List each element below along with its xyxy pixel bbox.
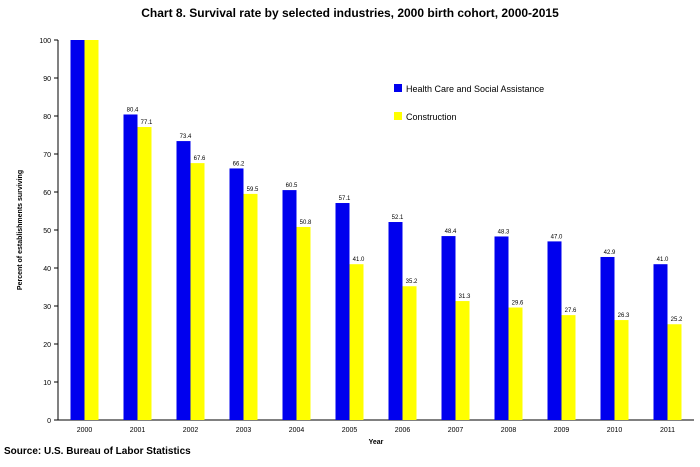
bar-construction xyxy=(402,286,417,420)
x-tick-label: 2005 xyxy=(342,427,358,434)
data-label: 31.3 xyxy=(459,294,471,300)
data-label: 27.6 xyxy=(565,308,577,314)
y-tick-label: 100 xyxy=(39,38,51,45)
data-label: 77.1 xyxy=(141,120,153,126)
y-tick-label: 30 xyxy=(43,304,51,311)
data-label: 67.6 xyxy=(194,156,206,162)
legend-swatch xyxy=(394,112,402,120)
x-tick-label: 2009 xyxy=(554,427,570,434)
bar-health-care xyxy=(229,168,244,420)
data-label: 26.3 xyxy=(618,313,630,319)
bar-health-care xyxy=(388,222,403,420)
data-label: 25.2 xyxy=(671,317,683,323)
y-tick-label: 50 xyxy=(43,228,51,235)
bar-construction xyxy=(84,40,99,420)
x-tick-label: 2000 xyxy=(77,427,93,434)
bar-health-care xyxy=(176,141,191,420)
data-label: 57.1 xyxy=(339,196,351,202)
data-label: 48.4 xyxy=(445,229,457,235)
bar-construction xyxy=(243,193,258,420)
bar-health-care xyxy=(653,264,668,420)
y-axis-label: Percent of establishments surviving xyxy=(17,170,24,290)
y-tick-label: 80 xyxy=(43,114,51,121)
y-tick-label: 70 xyxy=(43,152,51,159)
data-label: 42.9 xyxy=(604,250,616,256)
bar-construction xyxy=(667,324,682,420)
bar-health-care xyxy=(335,203,350,420)
bar-health-care xyxy=(123,114,138,420)
data-label: 66.2 xyxy=(233,161,245,167)
bar-health-care xyxy=(70,40,85,420)
bar-construction xyxy=(296,226,311,420)
legend-label: Construction xyxy=(406,112,457,122)
data-label: 52.1 xyxy=(392,215,404,221)
bar-construction xyxy=(137,127,152,421)
bar-construction xyxy=(561,315,576,420)
chart-title: Chart 8. Survival rate by selected indus… xyxy=(141,6,559,20)
data-label: 73.4 xyxy=(180,134,192,140)
data-label: 48.3 xyxy=(498,229,510,235)
y-tick-label: 40 xyxy=(43,266,51,273)
bar-construction xyxy=(508,307,523,420)
data-label: 60.5 xyxy=(286,183,298,189)
x-tick-label: 2002 xyxy=(183,427,199,434)
data-label: 50.8 xyxy=(300,220,312,226)
x-tick-label: 2004 xyxy=(289,427,305,434)
data-label: 80.4 xyxy=(127,107,139,113)
bar-construction xyxy=(614,320,629,420)
data-label: 35.2 xyxy=(406,279,418,285)
y-tick-label: 20 xyxy=(43,342,51,349)
data-label: 41.0 xyxy=(657,257,669,263)
y-tick-label: 10 xyxy=(43,380,51,387)
x-tick-label: 2001 xyxy=(130,427,146,434)
y-tick-label: 60 xyxy=(43,190,51,197)
y-tick-label: 90 xyxy=(43,76,51,83)
x-tick-label: 2007 xyxy=(448,427,464,434)
legend-swatch xyxy=(394,84,402,92)
bar-construction xyxy=(190,163,205,420)
legend-label: Health Care and Social Assistance xyxy=(406,84,544,94)
data-label: 47.0 xyxy=(551,234,563,240)
bar-health-care xyxy=(547,241,562,420)
source-note: Source: U.S. Bureau of Labor Statistics xyxy=(4,446,191,457)
data-label: 41.0 xyxy=(353,257,365,263)
bar-construction xyxy=(349,264,364,420)
data-label: 59.5 xyxy=(247,187,259,193)
bar-construction xyxy=(455,301,470,420)
bar-health-care xyxy=(600,256,615,420)
bar-health-care xyxy=(494,236,509,420)
x-tick-label: 2011 xyxy=(660,427,675,434)
x-tick-label: 2006 xyxy=(395,427,411,434)
data-label: 29.6 xyxy=(512,301,524,307)
x-tick-label: 2008 xyxy=(501,427,517,434)
x-tick-label: 2010 xyxy=(607,427,623,434)
x-axis-label: Year xyxy=(369,439,384,446)
bar-health-care xyxy=(282,190,297,420)
bar-health-care xyxy=(441,236,456,420)
y-tick-label: 0 xyxy=(47,418,51,425)
x-tick-label: 2003 xyxy=(236,427,252,434)
